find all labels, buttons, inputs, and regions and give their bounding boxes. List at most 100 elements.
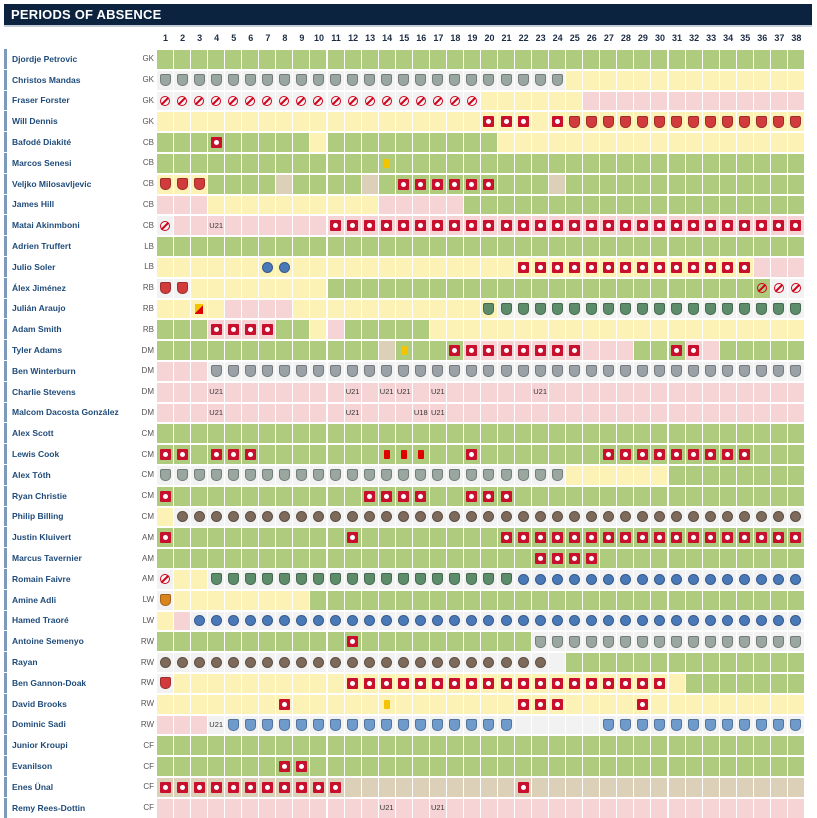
matchday-cell[interactable] (446, 507, 464, 527)
matchday-cell[interactable] (634, 237, 652, 256)
matchday-cell[interactable] (651, 736, 669, 756)
matchday-cell[interactable] (668, 195, 686, 215)
matchday-cell[interactable] (378, 50, 396, 69)
matchday-cell[interactable] (208, 549, 226, 568)
matchday-cell[interactable] (736, 507, 754, 527)
matchday-cell[interactable] (634, 528, 652, 548)
matchday-cell[interactable] (702, 798, 720, 818)
matchday-cell[interactable] (208, 570, 226, 589)
matchday-cell[interactable] (327, 694, 345, 714)
matchday-cell[interactable] (634, 195, 652, 215)
matchday-cell[interactable] (157, 154, 175, 173)
matchday-cell[interactable] (770, 258, 788, 277)
matchday-cell[interactable] (770, 528, 788, 548)
matchday-cell[interactable] (583, 258, 601, 277)
matchday-cell[interactable] (327, 611, 345, 631)
matchday-cell[interactable] (583, 112, 601, 132)
matchday-cell[interactable] (617, 320, 635, 340)
matchday-cell[interactable]: U21 (378, 798, 396, 818)
matchday-cell[interactable] (310, 611, 328, 631)
matchday-cell[interactable] (668, 362, 686, 381)
matchday-cell[interactable] (668, 112, 686, 132)
matchday-cell[interactable] (532, 632, 550, 652)
player-name-link[interactable]: Rayan (4, 652, 128, 672)
matchday-cell[interactable] (498, 258, 516, 277)
matchday-cell[interactable] (532, 403, 550, 423)
matchday-cell[interactable] (702, 507, 720, 527)
matchday-cell[interactable] (770, 278, 788, 298)
matchday-cell[interactable] (446, 154, 464, 173)
matchday-cell[interactable] (429, 362, 447, 381)
matchday-cell[interactable] (583, 341, 601, 360)
matchday-cell[interactable] (736, 341, 754, 360)
matchday-cell[interactable] (583, 91, 601, 111)
matchday-cell[interactable] (344, 91, 362, 111)
matchday-cell[interactable] (549, 403, 567, 423)
matchday-cell[interactable] (753, 715, 771, 735)
matchday-cell[interactable] (736, 778, 754, 797)
matchday-cell[interactable] (310, 258, 328, 277)
matchday-cell[interactable] (361, 611, 379, 631)
matchday-cell[interactable] (378, 320, 396, 340)
matchday-cell[interactable] (378, 237, 396, 256)
matchday-cell[interactable] (259, 778, 277, 797)
matchday-cell[interactable] (770, 445, 788, 464)
matchday-cell[interactable] (157, 403, 175, 423)
matchday-cell[interactable] (532, 50, 550, 69)
matchday-cell[interactable] (498, 445, 516, 464)
matchday-cell[interactable] (634, 549, 652, 568)
matchday-cell[interactable] (225, 341, 243, 360)
matchday-cell[interactable] (378, 528, 396, 548)
matchday-cell[interactable] (753, 486, 771, 506)
matchday-cell[interactable] (242, 715, 260, 735)
matchday-cell[interactable] (736, 195, 754, 215)
matchday-cell[interactable] (583, 362, 601, 381)
matchday-cell[interactable] (191, 632, 209, 652)
matchday-cell[interactable] (634, 258, 652, 277)
matchday-cell[interactable] (583, 798, 601, 818)
matchday-cell[interactable] (378, 507, 396, 527)
matchday-cell[interactable] (225, 195, 243, 215)
matchday-cell[interactable] (276, 424, 294, 444)
matchday-cell[interactable] (532, 320, 550, 340)
matchday-cell[interactable] (583, 278, 601, 298)
matchday-cell[interactable] (446, 91, 464, 111)
matchday-cell[interactable] (583, 653, 601, 672)
matchday-cell[interactable] (600, 91, 618, 111)
matchday-cell[interactable] (515, 570, 533, 589)
matchday-cell[interactable] (549, 528, 567, 548)
matchday-cell[interactable] (327, 570, 345, 589)
matchday-cell[interactable] (719, 778, 737, 797)
matchday-cell[interactable] (242, 362, 260, 381)
matchday-cell[interactable] (617, 382, 635, 402)
matchday-cell[interactable] (446, 258, 464, 277)
matchday-cell[interactable] (787, 528, 805, 548)
matchday-cell[interactable] (515, 507, 533, 527)
matchday-cell[interactable] (702, 570, 720, 589)
matchday-cell[interactable] (498, 549, 516, 568)
matchday-cell[interactable] (327, 466, 345, 485)
matchday-cell[interactable] (702, 486, 720, 506)
matchday-cell[interactable] (463, 798, 481, 818)
matchday-cell[interactable] (617, 486, 635, 506)
matchday-cell[interactable] (395, 694, 413, 714)
matchday-cell[interactable] (549, 466, 567, 485)
matchday-cell[interactable] (532, 778, 550, 797)
matchday-cell[interactable] (395, 590, 413, 610)
matchday-cell[interactable] (480, 278, 498, 298)
matchday-cell[interactable] (736, 590, 754, 610)
matchday-cell[interactable] (259, 320, 277, 340)
matchday-cell[interactable] (600, 466, 618, 485)
matchday-cell[interactable] (480, 674, 498, 693)
matchday-cell[interactable] (702, 653, 720, 672)
matchday-cell[interactable] (259, 507, 277, 527)
player-name-link[interactable]: Alex Tóth (4, 465, 128, 485)
matchday-cell[interactable] (276, 528, 294, 548)
matchday-cell[interactable] (770, 382, 788, 402)
matchday-cell[interactable] (753, 237, 771, 256)
matchday-cell[interactable] (242, 445, 260, 464)
matchday-cell[interactable] (242, 424, 260, 444)
matchday-cell[interactable] (310, 466, 328, 485)
player-name-link[interactable]: Matai Akinmboni (4, 215, 128, 236)
matchday-cell[interactable] (242, 237, 260, 256)
